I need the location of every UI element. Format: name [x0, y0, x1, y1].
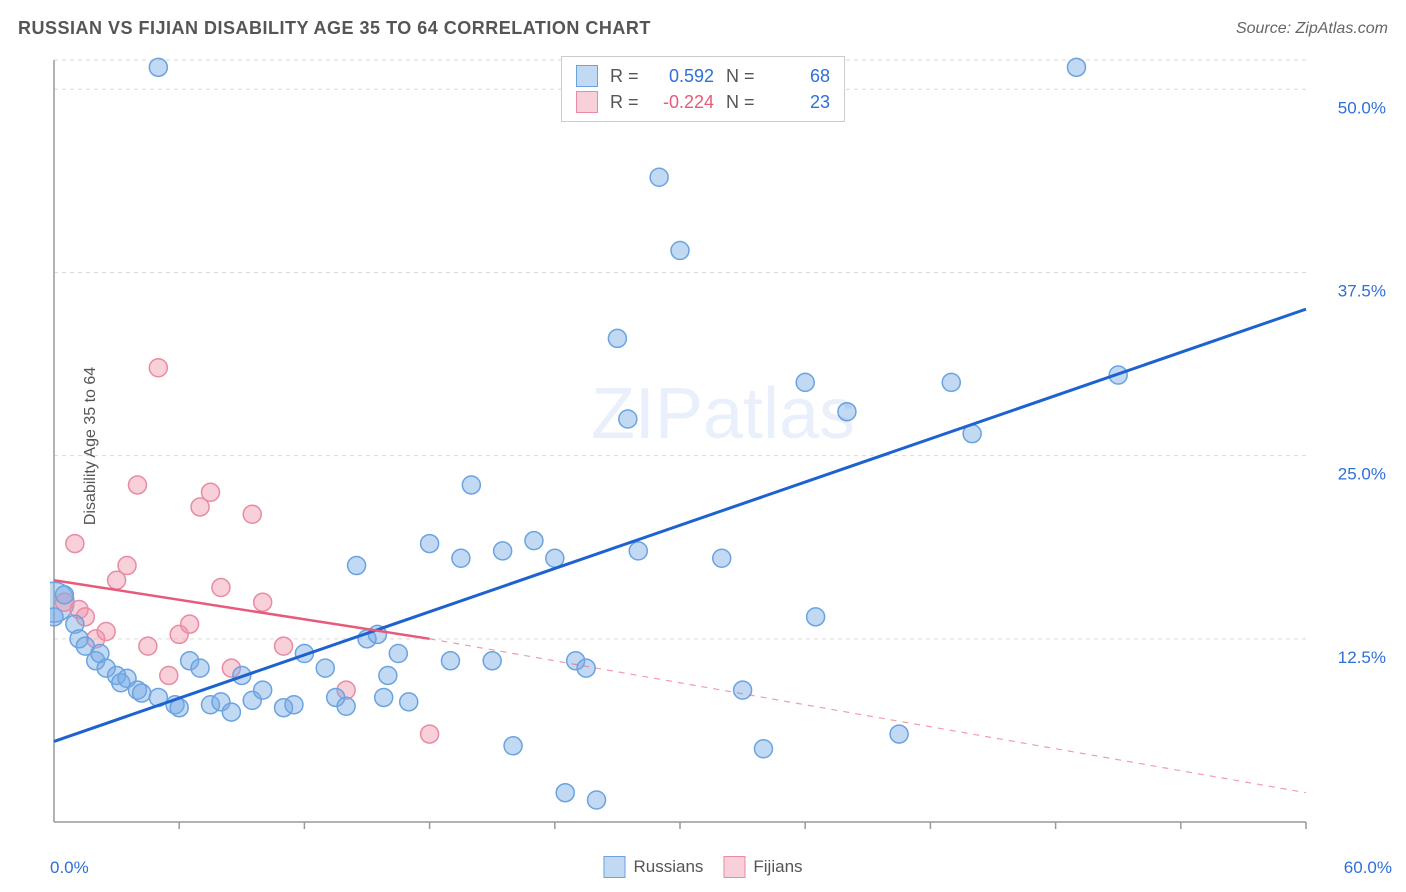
- russians-n-value: 68: [768, 66, 830, 87]
- correlation-legend: R = 0.592 N = 68 R = -0.224 N = 23: [561, 56, 845, 122]
- n-label: N =: [726, 66, 756, 87]
- russians-swatch-icon: [576, 65, 598, 87]
- svg-text:12.5%: 12.5%: [1338, 648, 1386, 667]
- svg-text:37.5%: 37.5%: [1338, 281, 1386, 300]
- russians-legend-label: Russians: [633, 857, 703, 877]
- svg-text:25.0%: 25.0%: [1338, 465, 1386, 484]
- fijians-n-value: 23: [768, 92, 830, 113]
- svg-text:50.0%: 50.0%: [1338, 98, 1386, 117]
- fijians-swatch-icon: [576, 91, 598, 113]
- correlation-row-russians: R = 0.592 N = 68: [576, 63, 830, 89]
- x-axis-max-label: 60.0%: [1344, 858, 1392, 878]
- n-label: N =: [726, 92, 756, 113]
- scatter-chart: ZIPatlas 12.5%25.0%37.5%50.0%: [50, 50, 1396, 842]
- page-title: RUSSIAN VS FIJIAN DISABILITY AGE 35 TO 6…: [18, 18, 651, 39]
- source-attribution: Source: ZipAtlas.com: [1236, 20, 1388, 38]
- x-axis-min-label: 0.0%: [50, 858, 89, 878]
- legend-item-russians: Russians: [603, 856, 703, 878]
- legend-item-fijians: Fijians: [723, 856, 802, 878]
- fijians-swatch-icon: [723, 856, 745, 878]
- fijians-r-value: -0.224: [652, 92, 714, 113]
- correlation-row-fijians: R = -0.224 N = 23: [576, 89, 830, 115]
- chart-svg: 12.5% 25.0% 37.5% 50.0%: [50, 50, 1396, 842]
- fijians-legend-label: Fijians: [753, 857, 802, 877]
- russians-r-value: 0.592: [652, 66, 714, 87]
- r-label: R =: [610, 92, 640, 113]
- series-legend: Russians Fijians: [603, 856, 802, 878]
- r-label: R =: [610, 66, 640, 87]
- russians-swatch-icon: [603, 856, 625, 878]
